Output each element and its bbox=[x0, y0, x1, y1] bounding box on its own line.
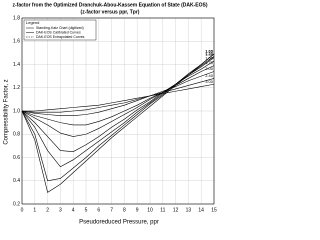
legend-label: DAK-EOS Calibrated Curves bbox=[36, 30, 81, 34]
y-tick-label: 0.6 bbox=[13, 155, 20, 161]
legend-title: Legend bbox=[26, 20, 39, 25]
y-axis-label: Compressibility Factor, z bbox=[4, 79, 10, 144]
y-tick-label: 1.2 bbox=[13, 85, 20, 91]
y-tick-label: 0.2 bbox=[13, 201, 20, 207]
x-tick-label: 14 bbox=[198, 207, 204, 213]
curve-label: 3.00 bbox=[205, 79, 214, 84]
z-curve bbox=[21, 57, 215, 152]
x-tick-label: 10 bbox=[147, 207, 153, 213]
x-tick-label: 4 bbox=[72, 207, 75, 213]
z-curve bbox=[21, 65, 215, 126]
curve-label: 2.00 bbox=[205, 66, 214, 71]
x-axis-label: Pseudoreduced Pressure, ppr bbox=[79, 220, 159, 226]
y-tick-label: 1.4 bbox=[13, 62, 20, 68]
y-tick-label: 1.0 bbox=[13, 108, 20, 114]
y-tick-label: 0.8 bbox=[13, 132, 20, 138]
chart-title: z-factor from the Optimized Dranchuk-Abo… bbox=[12, 2, 207, 8]
x-tick-label: 0 bbox=[21, 207, 24, 213]
x-tick-label: 15 bbox=[211, 207, 217, 213]
y-tick-label: 1.8 bbox=[13, 15, 20, 21]
curve-label: 1.05 bbox=[205, 49, 214, 54]
z-curve bbox=[21, 60, 215, 137]
y-tick-label: 1.6 bbox=[13, 39, 20, 45]
x-tick-label: 1 bbox=[33, 207, 36, 213]
curve-label: 2.40 bbox=[205, 73, 214, 78]
z-curve bbox=[21, 71, 215, 116]
x-tick-label: 6 bbox=[97, 207, 100, 213]
legend-box bbox=[23, 19, 97, 41]
x-tick-label: 5 bbox=[85, 207, 88, 213]
z-curve bbox=[22, 83, 215, 112]
z-curve bbox=[21, 78, 215, 113]
legend-label: Standing-Katz Chart (digitized) bbox=[36, 26, 84, 30]
legend-label: DAK-EOS Extrapolated Curves bbox=[36, 35, 85, 39]
x-tick-label: 3 bbox=[59, 207, 62, 213]
x-tick-label: 13 bbox=[186, 207, 192, 213]
curve-label: 1.10 bbox=[205, 49, 214, 54]
curve-label: 1.50 bbox=[205, 56, 214, 61]
x-tick-label: 11 bbox=[160, 207, 165, 213]
y-tick-label: 0.4 bbox=[13, 178, 20, 184]
z-curve bbox=[21, 56, 215, 168]
curve-label: 1.70 bbox=[205, 60, 214, 65]
x-tick-label: 7 bbox=[110, 207, 113, 213]
x-tick-label: 12 bbox=[173, 207, 179, 213]
x-tick-label: 8 bbox=[123, 207, 126, 213]
x-tick-label: 2 bbox=[46, 207, 49, 213]
z-curve bbox=[21, 53, 215, 182]
chart-subtitle: (z-factor versus ppr, Tpr) bbox=[81, 9, 140, 15]
curve-label: 1.20 bbox=[205, 51, 214, 56]
curve-label: 1.30 bbox=[205, 52, 214, 57]
chart: z-factor from the Optimized Dranchuk-Abo… bbox=[4, 2, 217, 226]
x-tick-label: 9 bbox=[136, 207, 139, 213]
